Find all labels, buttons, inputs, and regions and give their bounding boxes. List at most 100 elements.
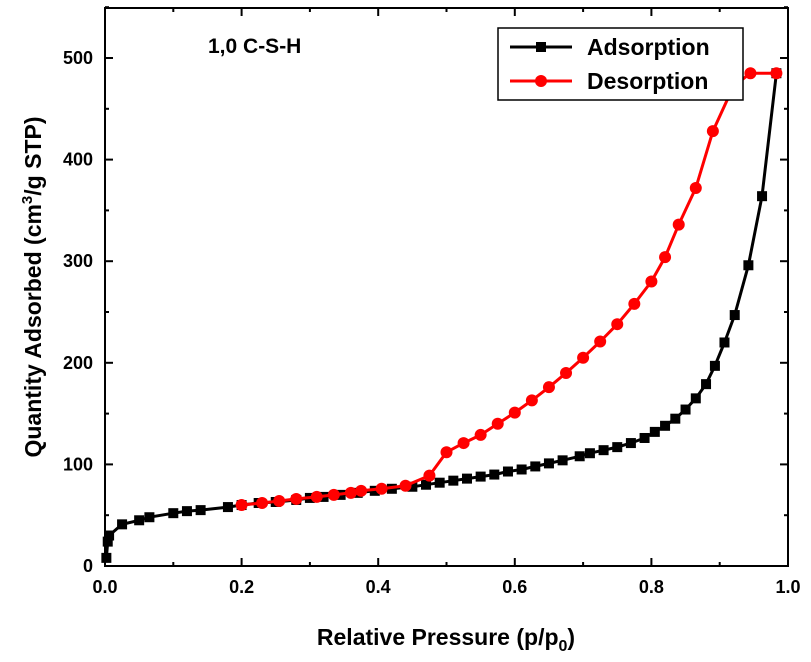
adsorption-point [660, 420, 671, 431]
adsorption-point [516, 464, 527, 475]
legend-label-adsorption: Adsorption [587, 34, 710, 60]
desorption-point [770, 67, 783, 80]
adsorption-point [117, 519, 128, 530]
adsorption-point [181, 506, 192, 517]
desorption-point [577, 351, 590, 364]
sample-annotation: 1,0 C-S-H [208, 35, 301, 58]
y-tick-label: 200 [63, 353, 93, 373]
adsorption-point [448, 475, 459, 486]
adsorption-point [709, 360, 720, 371]
adsorption-point [680, 404, 691, 415]
y-tick-label: 500 [63, 48, 93, 68]
adsorption-point [612, 442, 623, 453]
adsorption-point [195, 505, 206, 516]
desorption-point [355, 484, 368, 497]
x-tick-label: 1.0 [775, 577, 800, 597]
axis-ticks [104, 6, 789, 567]
adsorption-point [461, 473, 472, 484]
desorption-point [744, 67, 757, 80]
desorption-point [628, 297, 641, 310]
desorption-point [594, 335, 607, 348]
adsorption-point [144, 512, 155, 523]
y-axis-title-end: /g STP) [20, 116, 46, 195]
y-tick-label: 100 [63, 454, 93, 474]
plot-area [101, 6, 789, 567]
y-tick-label: 300 [63, 251, 93, 271]
adsorption-point [584, 448, 595, 459]
x-tick-label: 0.2 [229, 577, 254, 597]
adsorption-point [729, 310, 740, 321]
adsorption-point [670, 413, 681, 424]
desorption-point [457, 437, 470, 450]
desorption-point [423, 469, 436, 482]
x-tick-label: 0.6 [502, 577, 527, 597]
adsorption-point [598, 445, 609, 456]
adsorption-point [530, 461, 541, 472]
x-axis-title: Relative Pressure (p/p0) [317, 624, 575, 655]
x-axis-title-subscript: 0 [559, 638, 568, 655]
desorption-point [399, 479, 412, 492]
adsorption-point [543, 458, 554, 469]
desorption-point [491, 417, 504, 430]
x-tick-label: 0.0 [92, 577, 117, 597]
desorption-point [689, 182, 702, 195]
adsorption-point [690, 393, 701, 404]
desorption-point [290, 492, 303, 505]
desorption-point [560, 366, 573, 379]
adsorption-point [719, 337, 730, 348]
adsorption-point [701, 379, 712, 390]
adsorption-point [407, 481, 418, 492]
legend-box [497, 27, 744, 101]
desorption-point [706, 125, 719, 138]
desorption-point [508, 406, 521, 419]
desorption-point [327, 488, 340, 501]
y-tick-label: 0 [83, 556, 93, 576]
x-axis-title-end: ) [567, 624, 575, 650]
desorption-point [344, 486, 357, 499]
adsorption-point [625, 438, 636, 449]
desorption-point [645, 275, 658, 288]
adsorption-point [649, 426, 660, 437]
desorption-point [672, 218, 685, 231]
adsorption-point [101, 552, 112, 563]
desorption-point [611, 318, 624, 331]
desorption-point [542, 381, 555, 394]
adsorption-point [639, 432, 650, 443]
adsorption-point [168, 508, 179, 519]
y-axis-title-superscript: 3 [19, 196, 36, 204]
desorption-point [256, 497, 269, 510]
x-tick-label: 0.4 [366, 577, 391, 597]
y-axis-title: Quantity Adsorbed (cm3/g STP) [19, 116, 46, 457]
desorption-point [273, 494, 286, 507]
desorption-point [235, 499, 248, 512]
adsorption-point [475, 471, 486, 482]
adsorption-point [421, 479, 432, 490]
adsorption-point [502, 466, 513, 477]
y-tick-label: 400 [63, 150, 93, 170]
x-axis-title-main: Relative Pressure (p/p [317, 624, 559, 650]
desorption-line [241, 71, 777, 507]
legend-marker-desorption [535, 75, 547, 87]
adsorption-point [743, 260, 754, 271]
legend-label-desorption: Desorption [587, 68, 708, 94]
desorption-point [310, 490, 323, 503]
series-layer [101, 67, 783, 563]
desorption-point [375, 482, 388, 495]
desorption-point [440, 446, 453, 459]
adsorption-point [134, 515, 145, 526]
adsorption-point [102, 536, 113, 547]
adsorption-point [222, 502, 233, 513]
adsorption-point [489, 469, 500, 480]
x-tick-label: 0.8 [639, 577, 664, 597]
adsorption-point [557, 455, 568, 466]
desorption-point [525, 394, 538, 407]
legend-marker-adsorption [536, 42, 546, 52]
legend: Adsorption Desorption [497, 27, 744, 101]
desorption-point [659, 251, 672, 264]
desorption-point [474, 428, 487, 441]
adsorption-point [434, 477, 445, 488]
adsorption-point [104, 530, 115, 541]
adsorption-point [757, 191, 768, 202]
adsorption-point [574, 451, 585, 462]
